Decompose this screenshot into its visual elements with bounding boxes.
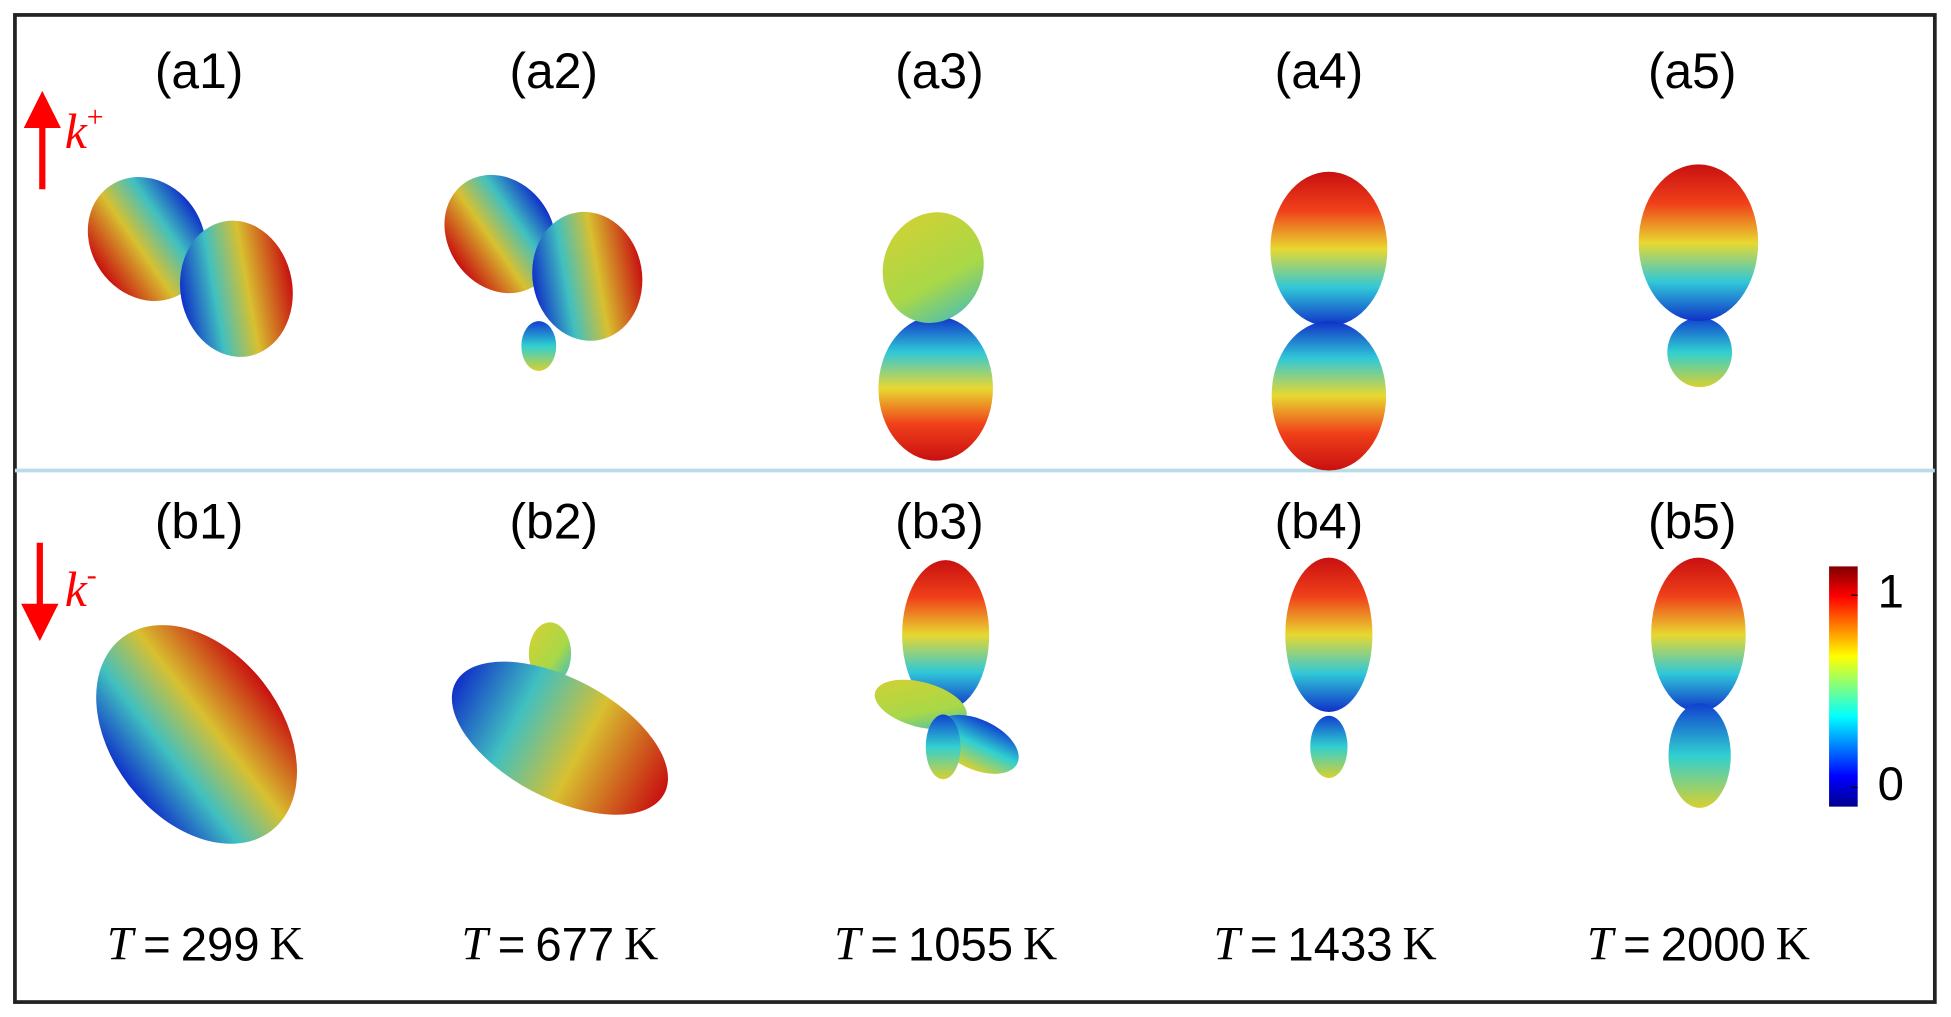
equals: = bbox=[870, 919, 898, 972]
equals: = bbox=[143, 919, 171, 972]
colorbar-tick-label: 0 bbox=[1878, 758, 1904, 811]
value: 2000 bbox=[1661, 919, 1766, 972]
unit: K bbox=[1023, 918, 1057, 970]
panel-label: (a2) bbox=[509, 43, 597, 99]
value: 1433 bbox=[1287, 919, 1392, 972]
frame bbox=[13, 13, 1937, 1004]
unit: K bbox=[270, 918, 304, 970]
symbol: T bbox=[462, 918, 492, 970]
equals: = bbox=[1623, 919, 1651, 972]
sup: - bbox=[87, 558, 97, 591]
unit: K bbox=[1776, 918, 1810, 970]
equals: = bbox=[1250, 919, 1278, 972]
panel-label: (b4) bbox=[1275, 493, 1363, 549]
colorbar-tick-label: 1 bbox=[1878, 566, 1904, 619]
panel-label: (b2) bbox=[509, 493, 597, 549]
temperature-label: T = 677 K bbox=[462, 918, 659, 972]
value: 299 bbox=[181, 919, 260, 972]
temperature-label: T = 1433 K bbox=[1214, 918, 1437, 972]
value: 1055 bbox=[908, 919, 1013, 972]
panel-label: (a5) bbox=[1648, 43, 1736, 99]
symbol: T bbox=[834, 918, 864, 970]
unit: K bbox=[624, 918, 658, 970]
temperature-label: T = 299 K bbox=[107, 918, 304, 972]
panel-label: (a4) bbox=[1275, 43, 1363, 99]
arrow-label: k+ bbox=[65, 100, 104, 159]
value: 677 bbox=[535, 919, 614, 972]
panel-label: (a3) bbox=[895, 43, 983, 99]
patterns bbox=[87, 164, 1759, 844]
temperature-label: T = 2000 K bbox=[1587, 918, 1810, 972]
unit: K bbox=[1403, 918, 1437, 970]
colorbar bbox=[1829, 566, 1858, 807]
arrow-label: k- bbox=[65, 558, 97, 617]
panel-label: (b5) bbox=[1648, 493, 1736, 549]
panel-label: (b1) bbox=[155, 493, 243, 549]
symbol: T bbox=[1587, 918, 1617, 970]
symbol: T bbox=[1214, 918, 1244, 970]
sup: + bbox=[87, 100, 104, 133]
k: k bbox=[65, 562, 88, 617]
symbol: T bbox=[107, 918, 137, 970]
k: k bbox=[65, 104, 88, 159]
temperature-label: T = 1055 K bbox=[834, 918, 1057, 972]
equals: = bbox=[498, 919, 526, 972]
panel-label: (b3) bbox=[895, 493, 983, 549]
panel-label: (a1) bbox=[155, 43, 243, 99]
